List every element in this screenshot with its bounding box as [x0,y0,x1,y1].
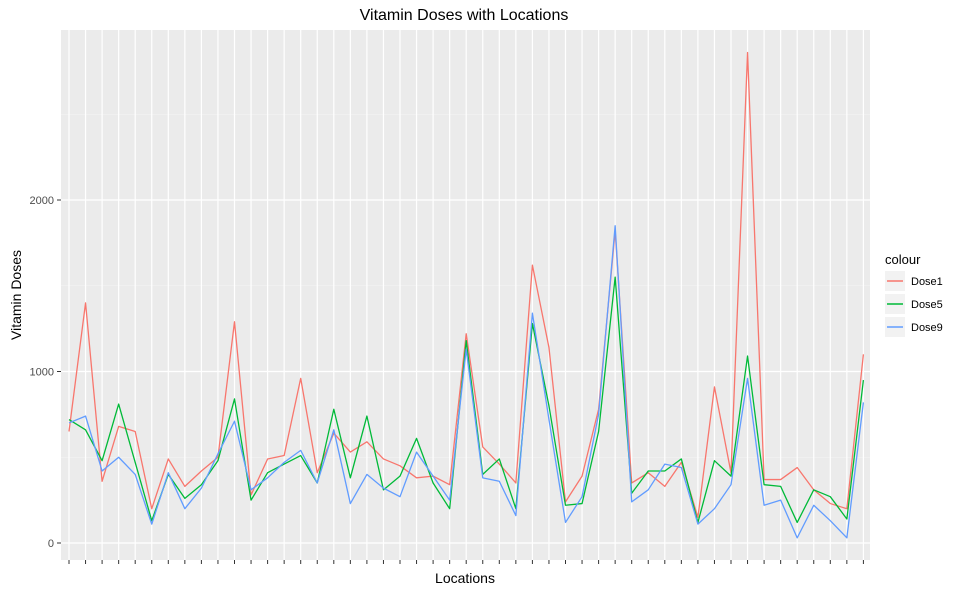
legend: colour Dose1 Dose5 Dose9 [885,252,943,337]
x-axis [68,560,864,564]
x-axis-title: Locations [435,570,495,586]
plot-background [61,30,870,560]
y-axis: 0 1000 2000 [30,195,61,550]
series-line-dose5 [68,276,865,524]
legend-label-dose9: Dose9 [911,322,943,334]
series-line-dose9 [68,225,865,539]
y-axis-title: Vitamin Doses [8,250,24,340]
y-tick-label: 2000 [30,195,54,207]
series-lines [68,51,865,539]
legend-title: colour [885,252,921,267]
legend-label-dose1: Dose1 [911,276,943,288]
y-tick-label: 1000 [30,367,54,379]
legend-label-dose5: Dose5 [911,299,943,311]
y-tick-label: 0 [48,538,54,550]
chart-title: Vitamin Doses with Locations [360,7,569,24]
